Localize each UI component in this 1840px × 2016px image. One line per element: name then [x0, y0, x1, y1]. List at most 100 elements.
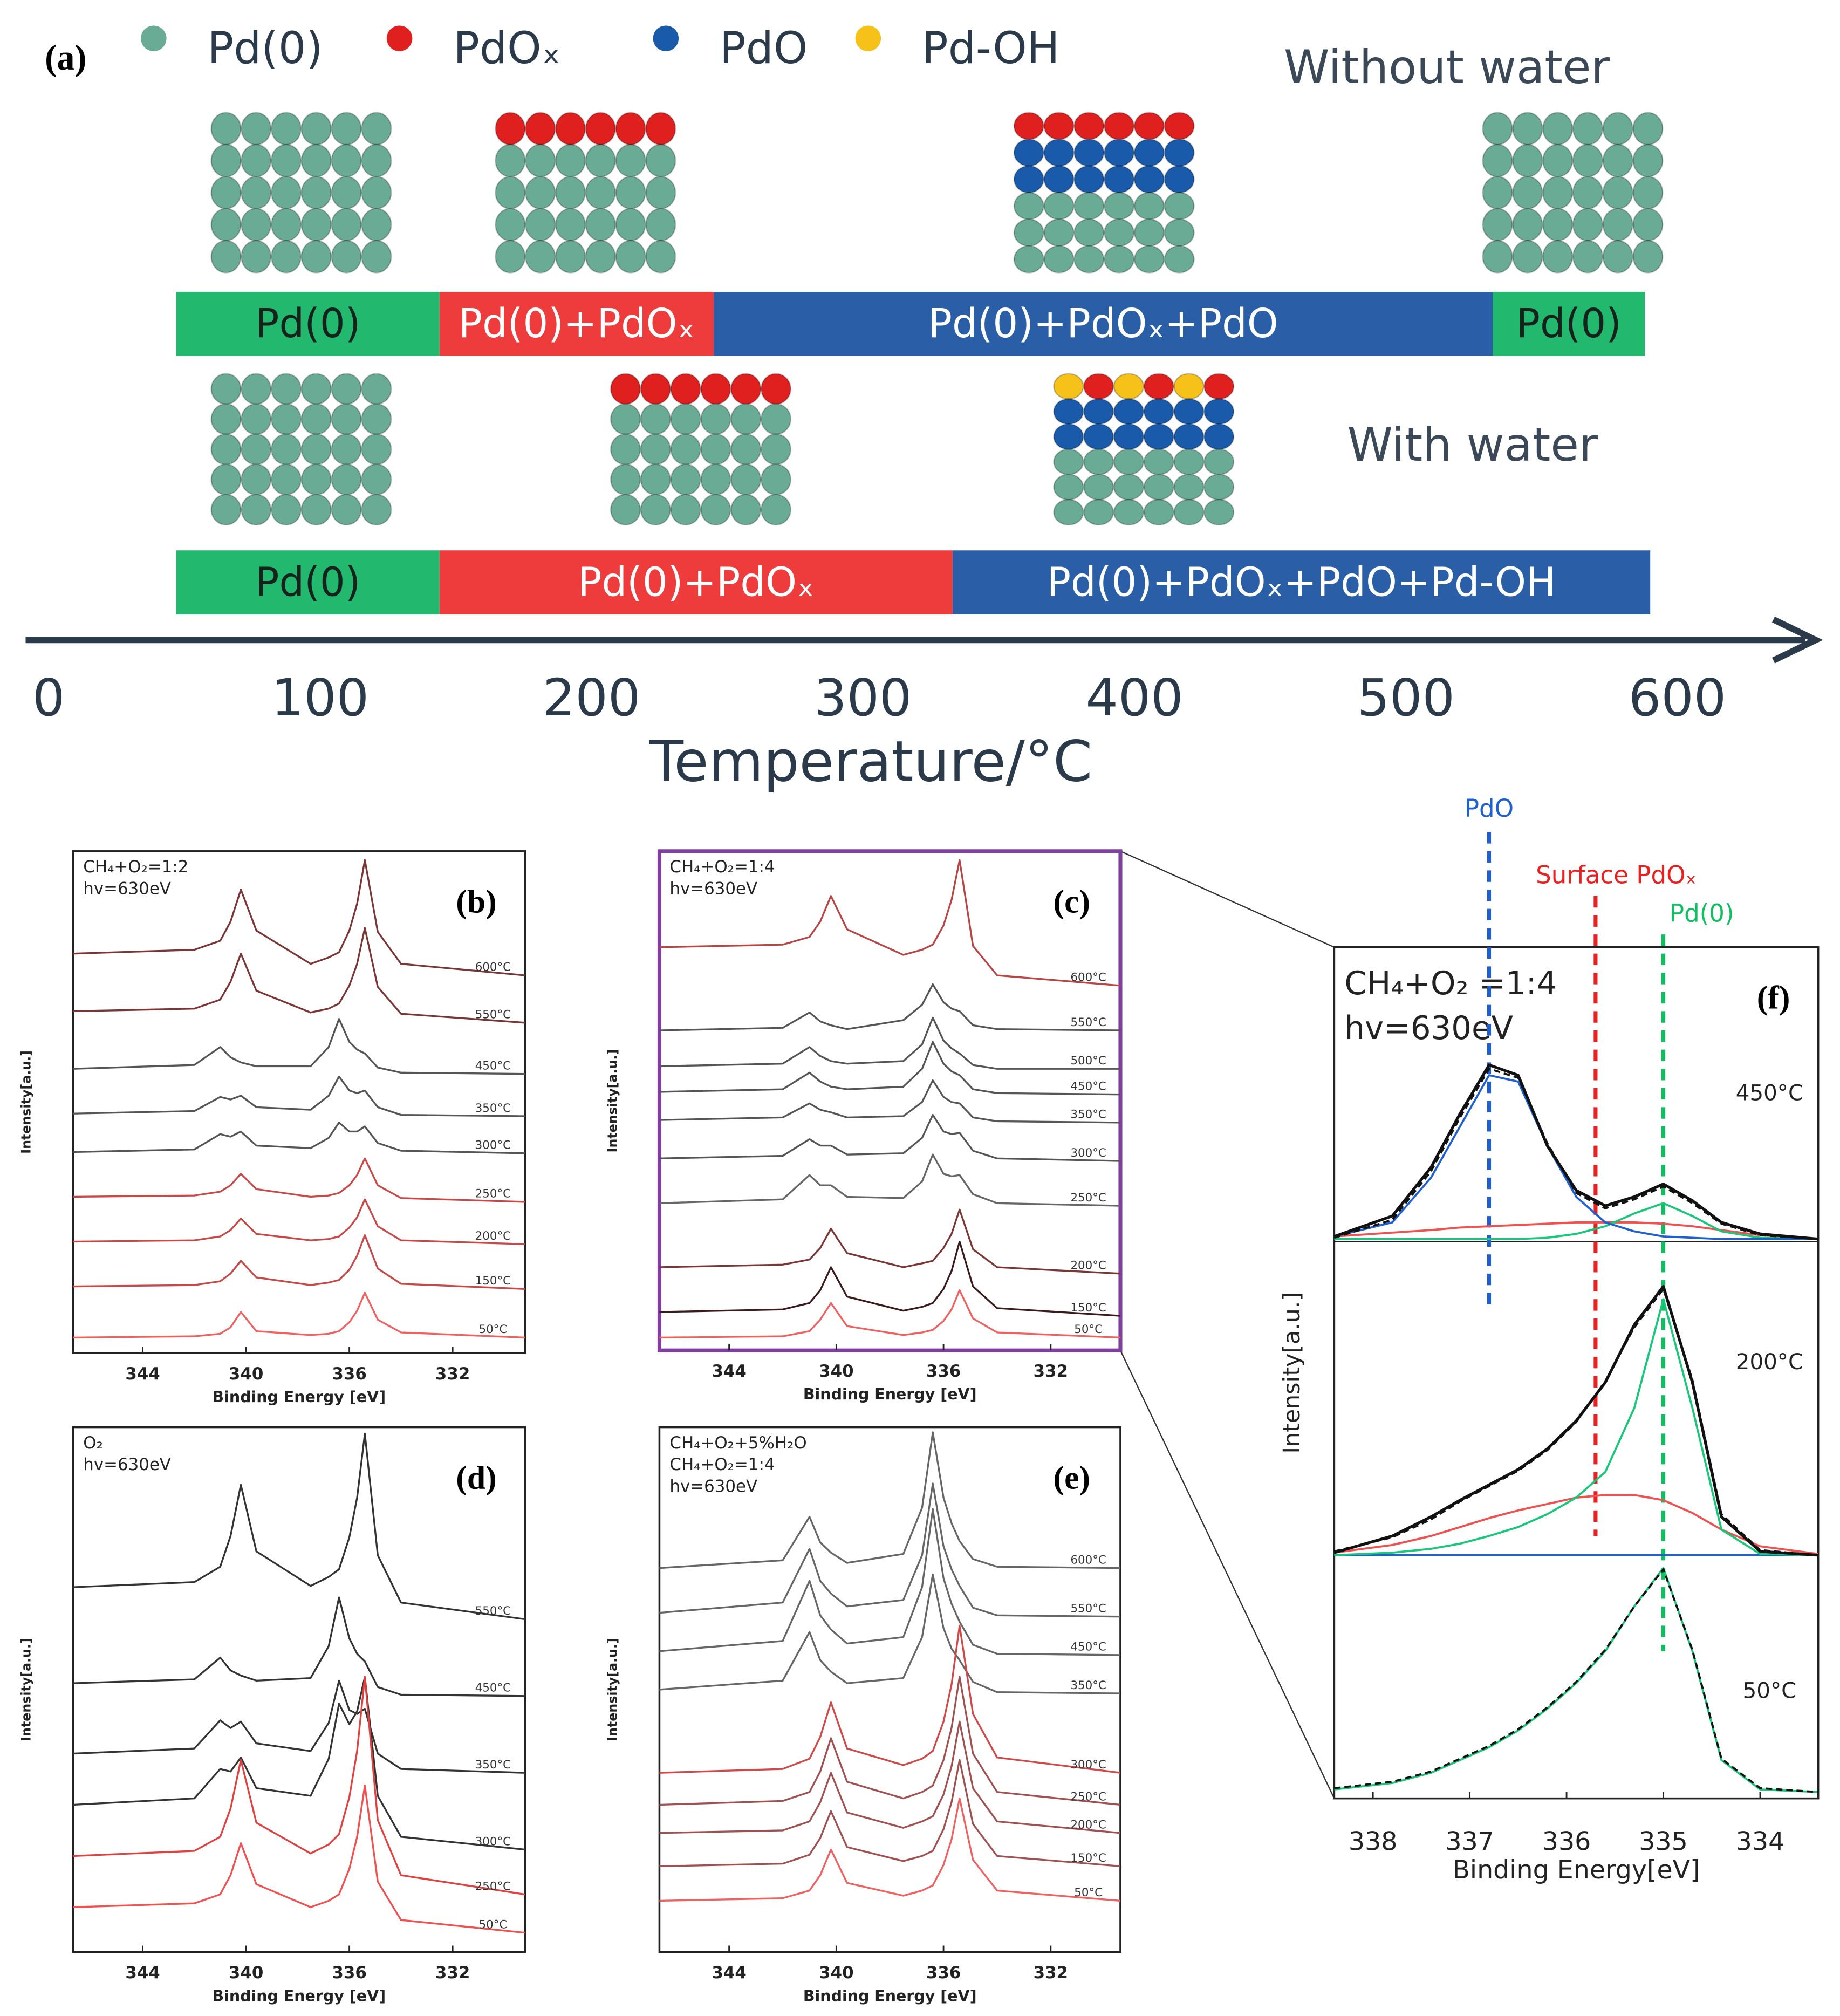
lattice-atom: [615, 208, 646, 242]
spectrum-line: [73, 1676, 525, 1851]
lattice-atom: [555, 176, 586, 209]
lattice-atom: [1013, 218, 1044, 247]
x-tick-label: 340: [229, 1963, 263, 1983]
spectrum-line: [73, 1234, 525, 1290]
lattice-atom: [241, 494, 272, 525]
condition-note: CH₄+O₂ =1:4: [1344, 965, 1557, 1002]
lattice-atom: [615, 143, 646, 177]
lattice-atom: [1173, 498, 1205, 525]
x-tick-label: 338: [1349, 1827, 1398, 1857]
spectrum-line: [73, 1291, 525, 1339]
phase-label: Pd(0): [1516, 301, 1622, 347]
lattice-atom: [1512, 112, 1543, 146]
panel-label: (f): [1757, 980, 1790, 1016]
lattice-atom: [1083, 423, 1114, 450]
lattice-atom: [1512, 240, 1543, 274]
plot-frame: [1333, 946, 1820, 1800]
lattice-atom: [700, 403, 731, 435]
spectrum-line: [659, 983, 1121, 1031]
lattice-atom: [300, 403, 332, 435]
lattice-atom: [1053, 498, 1084, 525]
lattice-atom: [645, 112, 676, 146]
x-tick-label: 344: [712, 1362, 746, 1381]
lattice-atom: [1164, 165, 1195, 194]
lattice-atom: [361, 494, 392, 525]
lattice-atom: [271, 433, 302, 466]
x-tick-label: 332: [1034, 1362, 1068, 1381]
lattice-atom: [1164, 218, 1195, 247]
lattice-atom: [495, 208, 526, 242]
lattice-atom: [760, 373, 791, 405]
phase-bar: [439, 550, 953, 614]
legend-label: Pd-OH: [922, 23, 1059, 74]
lattice-atom: [361, 143, 392, 177]
lattice-atom: [361, 176, 392, 209]
zoom-connector: [1119, 1350, 1335, 1799]
lattice-atom: [1164, 139, 1195, 167]
condition-note: O₂: [83, 1433, 103, 1453]
lattice-atom: [1542, 240, 1574, 274]
lattice-atom: [585, 143, 616, 177]
spectrum-line: [659, 1041, 1121, 1096]
phase-bar: [952, 550, 1651, 614]
lattice-atom: [1073, 112, 1105, 140]
condition-note: hv=630eV: [83, 1455, 171, 1474]
x-tick-label: 300: [814, 668, 912, 728]
lattice-atom: [555, 240, 586, 274]
lattice-atom: [1133, 139, 1165, 167]
reference-label: Surface PdOₓ: [1536, 860, 1696, 889]
x-axis-title: Binding Energy [eV]: [803, 1385, 977, 1403]
x-tick-label: 100: [271, 668, 369, 728]
lattice-atom: [610, 403, 641, 435]
lattice-atom: [1602, 208, 1633, 242]
axis-arrow: [1771, 617, 1823, 664]
lattice-atom: [1133, 112, 1165, 140]
lattice-atom: [1113, 373, 1144, 400]
lattice-atom: [331, 112, 362, 146]
lattice-atom: [241, 373, 272, 405]
phase-bar: [176, 291, 440, 356]
lattice-atom: [1133, 192, 1165, 220]
series-label: 250°C: [475, 1880, 511, 1893]
lattice-atom: [555, 112, 586, 146]
series-label: 450°C: [475, 1682, 511, 1695]
lattice-atom: [210, 403, 242, 435]
lattice-atom: [1053, 474, 1084, 501]
spectrum-line: [659, 1573, 1121, 1694]
lattice-atom: [760, 433, 791, 466]
spectrum-line: [73, 1157, 525, 1203]
lattice-atom: [1164, 112, 1195, 140]
panel-label: (b): [456, 884, 496, 920]
x-tick-label: 332: [1034, 1963, 1068, 1983]
lattice-atom: [271, 240, 302, 274]
lattice-atom: [210, 494, 242, 525]
phase-bar: [1493, 291, 1645, 356]
series-label: 500°C: [1070, 1054, 1106, 1068]
series-label: 550°C: [1070, 1602, 1106, 1615]
lattice-atom: [1482, 240, 1513, 274]
lattice-atom: [361, 208, 392, 242]
phase-label: Pd(0)+PdOₓ: [459, 301, 695, 347]
panel-label: (d): [456, 1459, 496, 1496]
spectrum-line: [659, 1208, 1121, 1275]
lattice-atom: [1482, 176, 1513, 209]
lattice-atom: [1542, 176, 1574, 209]
lattice-atom: [700, 494, 731, 525]
row-title: Without water: [1284, 41, 1610, 94]
lattice-atom: [300, 433, 332, 466]
lattice-atom: [525, 208, 556, 242]
zoom-connector: [1120, 850, 1335, 948]
lattice-atom: [495, 176, 526, 209]
series-label: 50°C: [479, 1918, 508, 1932]
plot-frame: [72, 850, 526, 1354]
lattice-atom: [361, 240, 392, 274]
lattice-atom: [1143, 448, 1174, 475]
legend-label: PdO: [720, 23, 808, 74]
legend-swatch: [386, 25, 413, 51]
x-tick-label: 340: [819, 1963, 853, 1983]
lattice-atom: [331, 176, 362, 209]
x-tick-label: 0: [32, 668, 65, 728]
lattice-atom: [1133, 165, 1165, 194]
lattice-atom: [271, 176, 302, 209]
spectrum-line: [659, 1289, 1121, 1339]
